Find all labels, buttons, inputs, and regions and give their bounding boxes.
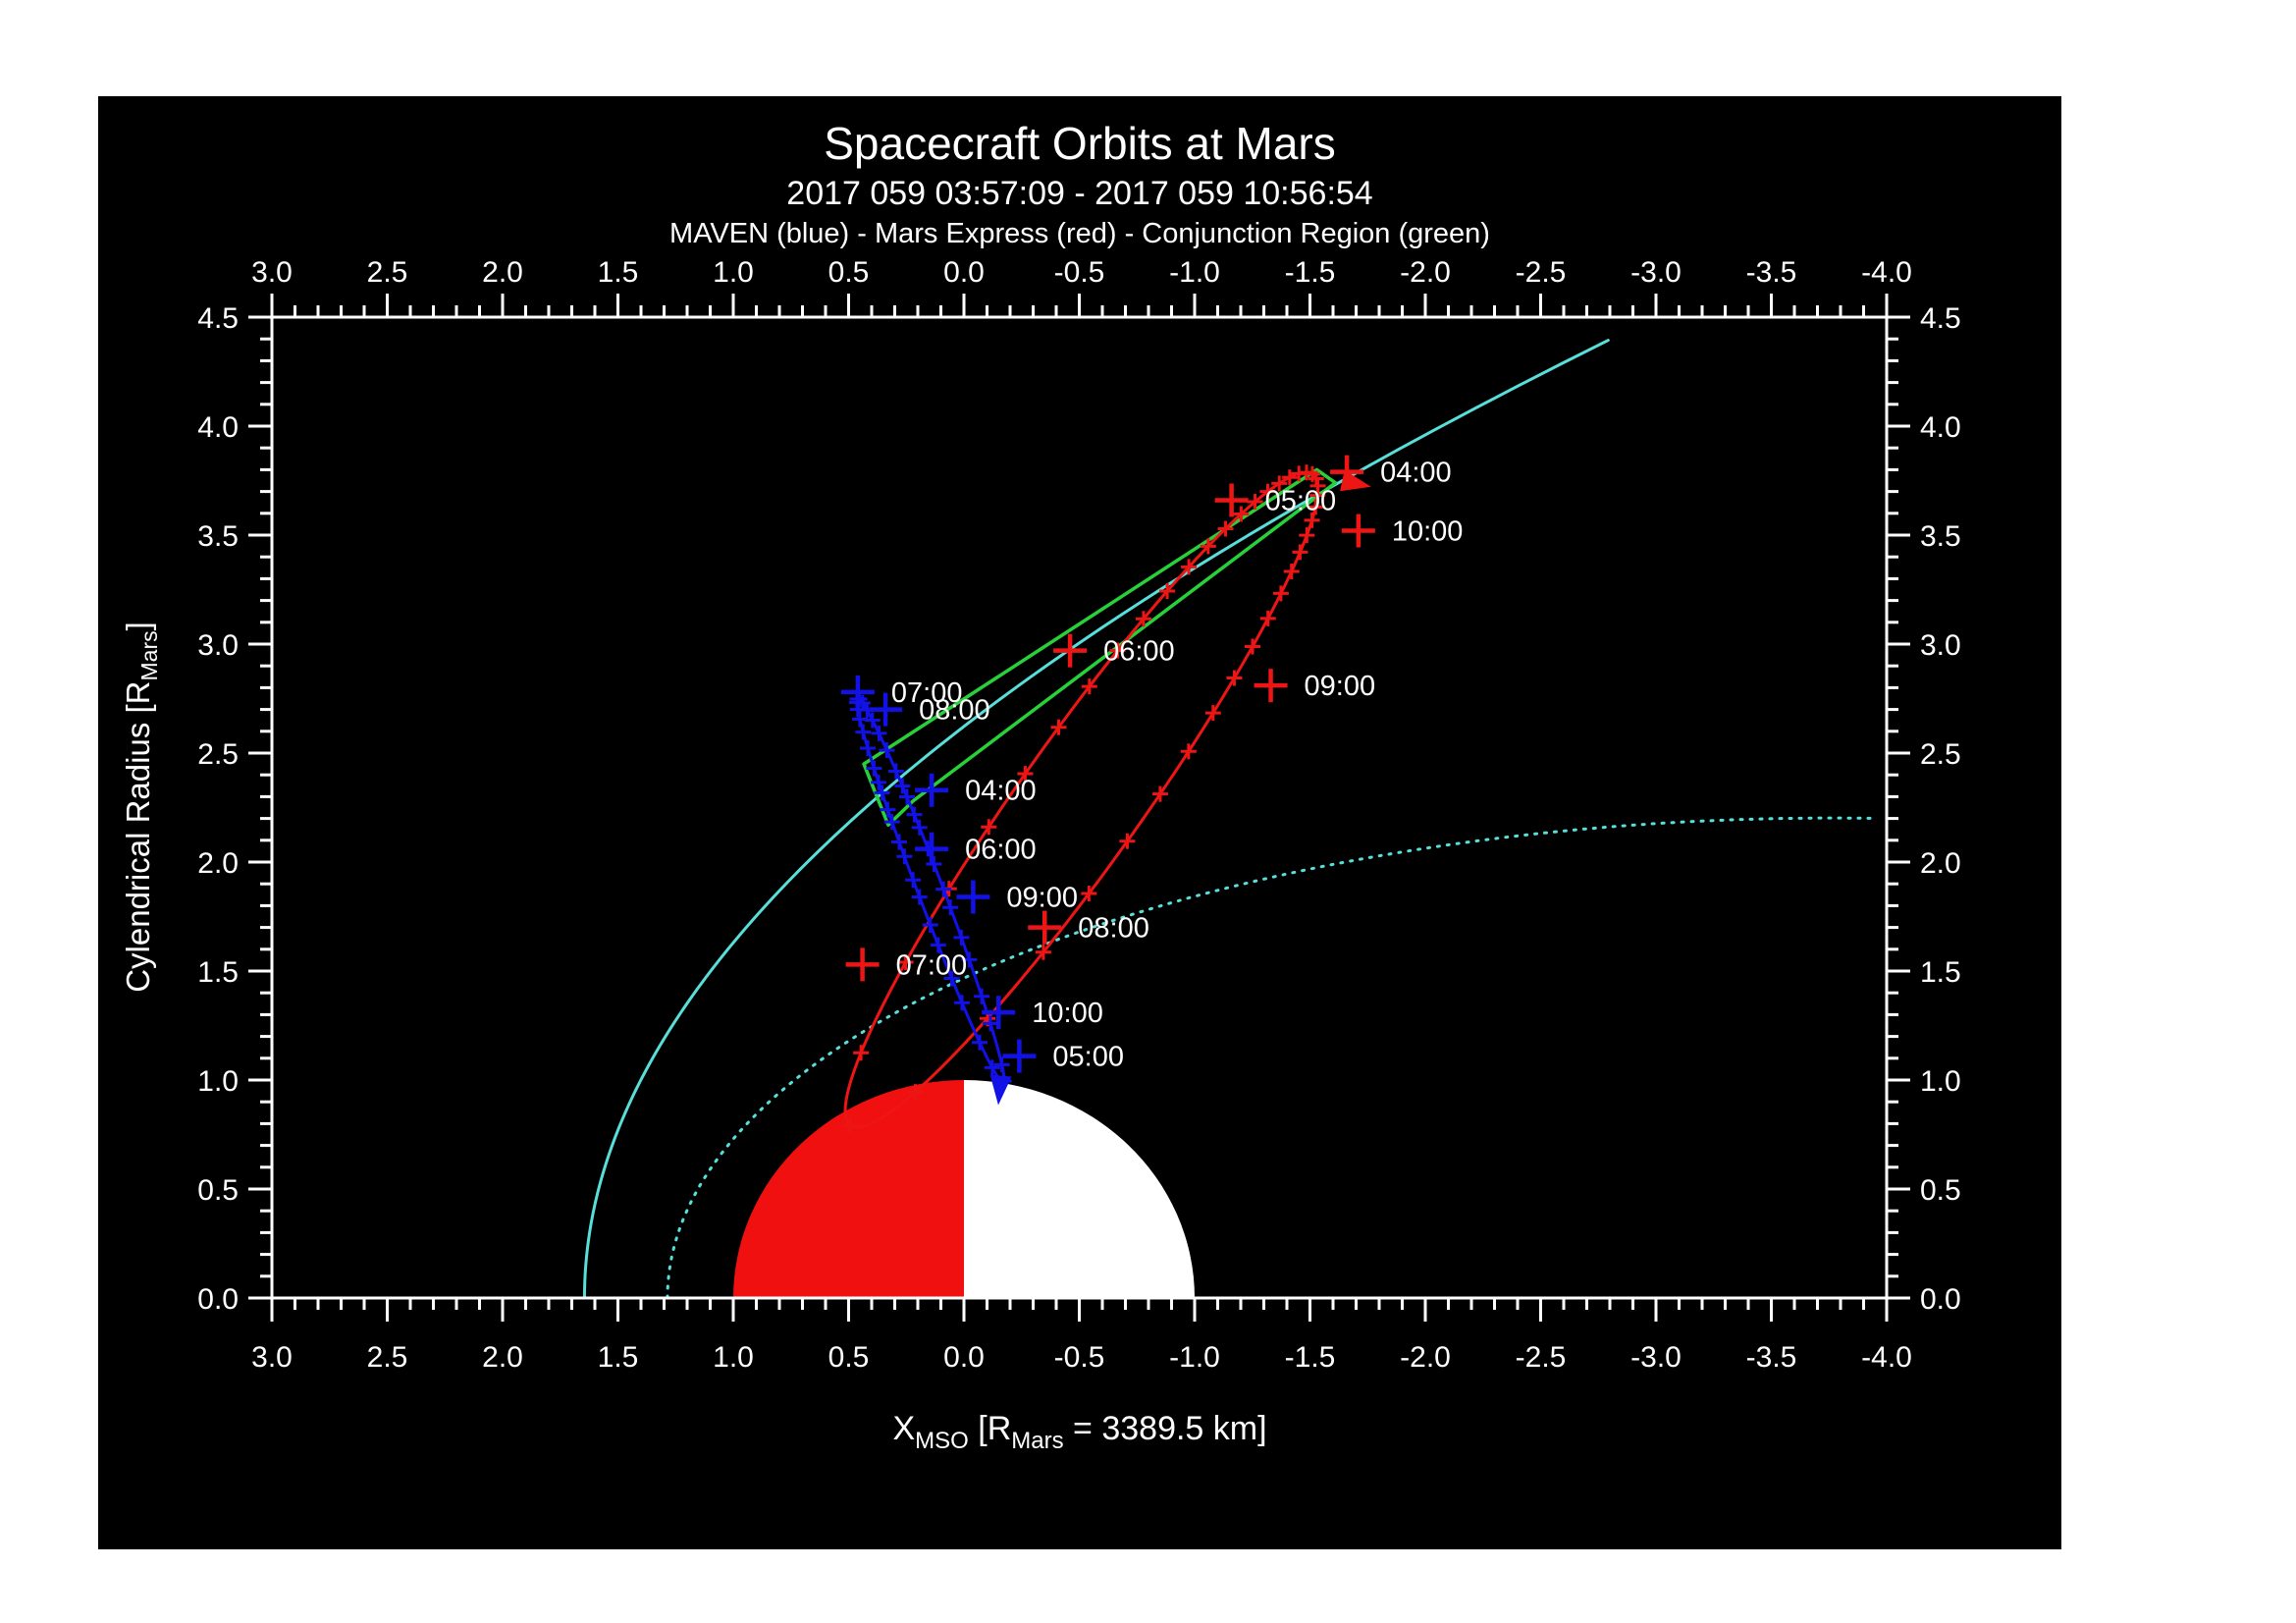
y-axis-label: Cylendrical Radius [RMars]	[120, 622, 162, 993]
mex-time-label: 08:00	[1078, 913, 1149, 945]
y-tick-label-left: 4.5	[197, 302, 239, 335]
y-tick-label-left: 3.5	[197, 520, 239, 553]
mex-time-label: 07:00	[896, 949, 968, 981]
y-tick-label-right: 1.0	[1920, 1065, 1961, 1098]
maven-time-label: 07:00	[891, 677, 963, 709]
mex-time-label: 09:00	[1305, 671, 1376, 702]
plot-title: Spacecraft Orbits at Mars	[824, 118, 1336, 169]
x-tick-label-top: 1.5	[598, 256, 639, 289]
x-tick-label-top: -1.5	[1285, 256, 1336, 289]
y-tick-label-right: 3.0	[1920, 629, 1961, 662]
y-tick-label-left: 4.0	[197, 411, 239, 444]
mars-disk	[733, 1080, 1195, 1298]
x-tick-label-bottom: -2.0	[1400, 1341, 1451, 1374]
x-tick-label-bottom: -1.5	[1285, 1341, 1336, 1374]
x-tick-label-bottom: 2.0	[482, 1341, 523, 1374]
x-tick-label-bottom: 3.0	[251, 1341, 293, 1374]
mex-time-label: 10:00	[1392, 516, 1464, 548]
y-tick-label-left: 2.0	[197, 847, 239, 880]
x-tick-label-bottom: -3.0	[1630, 1341, 1682, 1374]
hour-markers	[840, 455, 1375, 1106]
x-tick-label-top: -2.0	[1400, 256, 1451, 289]
maven-time-label: 10:00	[1032, 998, 1103, 1029]
mex-time-label: 06:00	[1103, 636, 1175, 668]
x-tick-label-top: -1.0	[1169, 256, 1220, 289]
x-tick-label-bottom: 0.0	[943, 1341, 985, 1374]
y-tick-label-left: 0.5	[197, 1174, 239, 1207]
magnetic_pileup_boundary-curve	[666, 816, 1875, 1300]
x-tick-label-bottom: 2.5	[367, 1341, 408, 1374]
y-tick-label-right: 0.5	[1920, 1174, 1961, 1207]
x-tick-label-top: 0.5	[828, 256, 870, 289]
x-tick-label-top: 2.0	[482, 256, 523, 289]
x-tick-label-top: -3.0	[1630, 256, 1682, 289]
maven-time-label: 04:00	[965, 776, 1037, 807]
maven-time-label: 05:00	[1052, 1042, 1124, 1073]
y-tick-label-left: 1.5	[197, 956, 239, 989]
maven-time-label: 09:00	[1006, 883, 1078, 914]
x-tick-label-top: -3.5	[1746, 256, 1797, 289]
x-tick-label-bottom: 0.5	[828, 1341, 870, 1374]
axes-frame: 3.0 3.0 2.5 2.5 2.0 2.0 1.5 1.5 1.0 1.0 0.5 0.5 0.0 0…	[197, 256, 1960, 1374]
boundary-curves	[582, 339, 1875, 1300]
y-tick-label-left: 1.0	[197, 1065, 239, 1098]
maven-time-label: 06:00	[965, 835, 1037, 866]
x-tick-label-top: 3.0	[251, 256, 293, 289]
mex-direction-arrow	[1340, 469, 1371, 492]
plot-time-range: 2017 059 03:57:09 - 2017 059 10:56:54	[786, 175, 1372, 212]
x-tick-label-top: 1.0	[713, 256, 754, 289]
x-tick-label-bottom: 1.0	[713, 1341, 754, 1374]
x-tick-label-bottom: -1.0	[1169, 1341, 1220, 1374]
y-tick-label-right: 2.0	[1920, 847, 1961, 880]
time-labels: 04:0005:0006:0007:0008:0009:0010:0004:00…	[891, 458, 1464, 1073]
x-tick-label-top: -0.5	[1054, 256, 1105, 289]
x-tick-label-bottom: -4.0	[1861, 1341, 1912, 1374]
y-tick-label-right: 1.5	[1920, 956, 1961, 989]
mex-time-label: 05:00	[1265, 485, 1337, 516]
maven-direction-arrow	[989, 1074, 1012, 1106]
y-tick-label-left: 0.0	[197, 1283, 239, 1316]
x-tick-label-bottom: 1.5	[598, 1341, 639, 1374]
plot-legend-line: MAVEN (blue) - Mars Express (red) - Conj…	[669, 218, 1490, 249]
y-tick-label-right: 4.0	[1920, 411, 1961, 444]
y-tick-label-left: 3.0	[197, 629, 239, 662]
mars-dayside	[733, 1080, 964, 1298]
mars-nightside	[964, 1080, 1195, 1298]
y-tick-label-left: 2.5	[197, 738, 239, 771]
x-tick-label-bottom: -3.5	[1746, 1341, 1797, 1374]
x-tick-label-bottom: -0.5	[1054, 1341, 1105, 1374]
y-tick-label-right: 0.0	[1920, 1283, 1961, 1316]
bow_shock-curve	[582, 339, 1610, 1300]
y-tick-label-right: 4.5	[1920, 302, 1961, 335]
x-tick-label-bottom: -2.5	[1516, 1341, 1567, 1374]
x-axis-label: XMSO [RMars = 3389.5 km]	[892, 1410, 1266, 1454]
x-tick-label-top: 0.0	[943, 256, 985, 289]
maven-time-label: 08:00	[919, 695, 990, 727]
x-tick-label-top: 2.5	[367, 256, 408, 289]
mex-time-label: 04:00	[1380, 458, 1452, 489]
y-tick-label-right: 2.5	[1920, 738, 1961, 771]
y-tick-label-right: 3.5	[1920, 520, 1961, 553]
x-tick-label-top: -4.0	[1861, 256, 1912, 289]
x-tick-label-top: -2.5	[1516, 256, 1567, 289]
